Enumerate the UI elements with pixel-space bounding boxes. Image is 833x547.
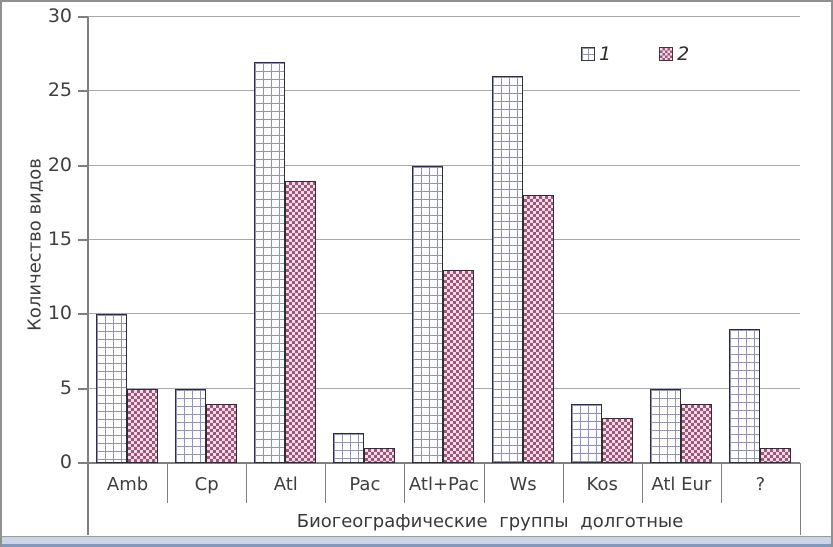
category-separator [404,463,406,503]
y-tick-label: 25 [47,79,72,102]
legend-swatch-series2-icon [659,47,674,61]
x-category-label: ? [755,474,766,495]
category-separator [720,463,722,503]
legend: 1 2 [581,43,689,65]
x-category-label: Atl+Pac [408,474,480,495]
bar-Pac-series2 [364,448,396,463]
legend-swatch-series1-icon [581,47,595,61]
bar-Atl+Pac-series1 [412,165,444,463]
category-separator [325,463,327,503]
x-category-label: Atl Eur [651,474,712,495]
legend-item-series1: 1 [581,43,611,65]
legend-label-series2: 2 [677,43,690,65]
x-category-label: Cp [194,474,219,495]
y-tick-label: 5 [59,376,72,399]
bar-Pac-series1 [333,433,365,463]
bar-?-series1 [728,329,760,463]
y-tick [78,16,88,18]
y-tick-label: 15 [47,228,72,250]
bar-Kos-series1 [570,403,602,463]
bar-Cp-series2 [206,403,238,463]
y-tick [78,313,88,316]
category-separator [167,463,169,503]
bar-Ws-series2 [522,195,554,463]
y-tick-label: 30 [47,5,72,27]
y-tick [78,90,88,93]
x-category-label: Ws [509,474,537,495]
bar-Atl Eur-series1 [649,388,681,463]
x-category-label: Kos [586,474,618,495]
x-category-label: Amb [106,474,149,495]
bar-?-series2 [759,448,791,463]
gridline [88,90,800,92]
category-separator [246,463,248,503]
x-axis-title: Биогеографические группы долготные [296,511,684,532]
x-category-label: Atl [273,474,298,495]
bar-Atl-series1 [254,61,286,463]
y-tick [78,239,88,241]
x-category-label: Pac [349,474,381,495]
gridline [88,16,800,17]
category-separator [641,463,643,503]
bar-Atl Eur-series2 [680,403,712,463]
bottom-border-strip [2,536,831,547]
x-axis-line [88,462,800,464]
category-separator [562,463,564,503]
y-tick [78,462,88,464]
y-tick-label: 0 [59,451,72,473]
y-tick [78,164,88,167]
y-tick [78,387,88,390]
gridline [88,239,800,240]
bar-Ws-series1 [491,76,523,463]
y-tick-label: 20 [47,153,72,176]
category-separator [483,463,485,503]
legend-item-series2: 2 [659,43,689,65]
bar-Amb-series2 [127,388,158,463]
category-separator [800,463,801,535]
y-axis-line [87,17,89,535]
bar-Atl-series2 [285,180,317,463]
bar-Amb-series1 [96,314,127,463]
bar-Atl+Pac-series2 [443,269,475,463]
y-tick-label: 10 [47,302,72,325]
legend-label-series1: 1 [599,43,612,65]
bar-Kos-series2 [601,418,633,463]
gridline [88,164,800,166]
bar-Cp-series1 [175,388,207,463]
